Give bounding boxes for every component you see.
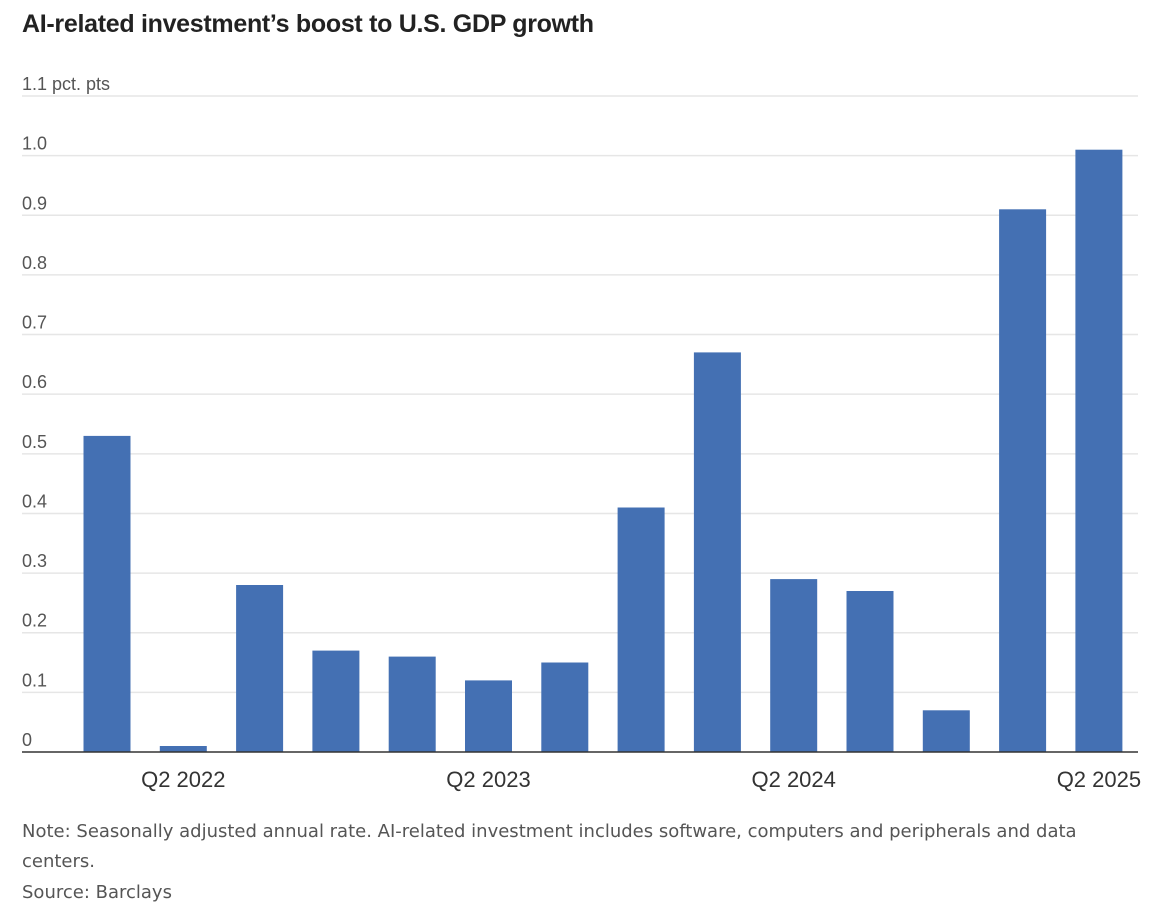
gridlines — [22, 95, 1138, 694]
x-tick-label: Q2 2024 — [751, 767, 835, 792]
y-tick-label: 0 — [22, 730, 32, 750]
x-axis-labels: Q2 2022 Q2 2023 Q2 2024 Q2 2025 — [141, 767, 1141, 792]
bar — [693, 352, 741, 752]
x-tick-label: Q2 2022 — [141, 767, 225, 792]
bar — [541, 662, 589, 752]
chart-source: Source: Barclays — [22, 882, 172, 903]
y-tick-label: 0.6 — [22, 372, 47, 392]
y-tick-label: 1.1 pct. pts — [22, 74, 110, 94]
y-tick-label: 0.9 — [22, 193, 47, 213]
bar — [1075, 149, 1123, 752]
y-tick-label: 0.8 — [22, 253, 47, 273]
y-tick-label: 0.4 — [22, 491, 47, 511]
bar — [617, 507, 665, 752]
y-axis-labels: 1.1 pct. pts 1.0 0.9 0.8 0.7 0.6 0.5 0.4 0.3 0.2 0… — [22, 74, 110, 750]
bar-chart: 1.1 pct. pts 1.0 0.9 0.8 0.7 0.6 0.5 0.4 0.3 0.2 0… — [22, 74, 1141, 792]
bar — [236, 585, 284, 752]
x-tick-label: Q2 2023 — [446, 767, 530, 792]
x-tick-label: Q2 2025 — [1057, 767, 1141, 792]
bar — [846, 591, 894, 752]
y-tick-label: 0.1 — [22, 670, 47, 690]
bar — [922, 710, 970, 752]
chart-note: Note: Seasonally adjusted annual rate. A… — [22, 821, 1077, 872]
bar — [159, 746, 207, 752]
y-tick-label: 0.3 — [22, 551, 47, 571]
y-tick-label: 1.0 — [22, 134, 47, 154]
bar — [465, 680, 512, 752]
bar — [388, 656, 436, 752]
y-tick-label: 0.5 — [22, 432, 47, 452]
bar — [999, 209, 1047, 753]
bar — [770, 579, 818, 752]
bar — [312, 650, 360, 752]
chart-title: AI-related investment’s boost to U.S. GD… — [22, 10, 594, 38]
y-tick-label: 0.7 — [22, 313, 47, 333]
bar — [83, 435, 131, 752]
bars — [83, 149, 1123, 753]
y-tick-label: 0.2 — [22, 611, 47, 631]
